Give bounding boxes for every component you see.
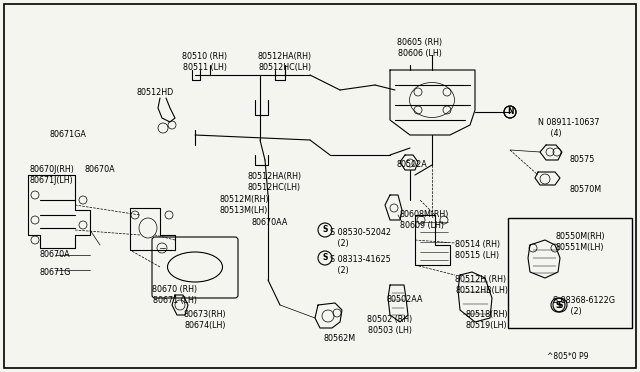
Text: 80575: 80575: [570, 155, 595, 164]
Text: 80673(RH)
80674(LH): 80673(RH) 80674(LH): [184, 310, 227, 330]
Text: S: S: [323, 225, 328, 234]
Text: ^805*0 P9: ^805*0 P9: [547, 352, 589, 361]
Text: 80670 (RH)
80671 (LH): 80670 (RH) 80671 (LH): [152, 285, 198, 305]
Text: N 08911-10637
     (4): N 08911-10637 (4): [538, 118, 600, 138]
Text: 80512HA(RH)
80512HC(LH): 80512HA(RH) 80512HC(LH): [258, 52, 312, 72]
Text: N: N: [507, 108, 513, 116]
Text: 80550M(RH)
80551M(LH): 80550M(RH) 80551M(LH): [555, 232, 605, 252]
Text: S 08368-6122G
       (2): S 08368-6122G (2): [553, 296, 615, 316]
Text: 80512H (RH)
80512HB(LH): 80512H (RH) 80512HB(LH): [455, 275, 508, 295]
Text: 80518(RH)
80519(LH): 80518(RH) 80519(LH): [465, 310, 508, 330]
Text: 80562M: 80562M: [324, 334, 356, 343]
Text: 80670A: 80670A: [40, 250, 70, 259]
Text: 80510 (RH)
80511 (LH): 80510 (RH) 80511 (LH): [182, 52, 228, 72]
Text: S: S: [323, 253, 328, 263]
Text: 80514 (RH)
80515 (LH): 80514 (RH) 80515 (LH): [455, 240, 500, 260]
Text: 80502A: 80502A: [397, 160, 428, 169]
Text: 80570M: 80570M: [570, 185, 602, 194]
Bar: [508, 218, 632, 328]
Text: 80502 (RH)
80503 (LH): 80502 (RH) 80503 (LH): [367, 315, 413, 335]
Text: 80670J(RH)
80671J(LH): 80670J(RH) 80671J(LH): [30, 165, 75, 185]
Text: S: S: [556, 301, 561, 310]
Text: S 08530-52042
   (2): S 08530-52042 (2): [330, 228, 391, 248]
Text: 80512HA(RH)
80512HC(LH): 80512HA(RH) 80512HC(LH): [247, 172, 301, 192]
Text: S 08313-41625
   (2): S 08313-41625 (2): [330, 255, 391, 275]
Text: 80502AA: 80502AA: [387, 295, 423, 304]
Text: 80608M(RH)
80609 (LH): 80608M(RH) 80609 (LH): [400, 210, 449, 230]
Text: 80671GA: 80671GA: [49, 130, 86, 139]
Text: 80512HD: 80512HD: [136, 88, 173, 97]
Text: 80670A: 80670A: [84, 165, 115, 174]
Text: S: S: [557, 301, 563, 310]
Text: 80670AA: 80670AA: [252, 218, 289, 227]
Text: 80605 (RH)
80606 (LH): 80605 (RH) 80606 (LH): [397, 38, 443, 58]
Text: 80671G: 80671G: [39, 268, 70, 277]
Text: 80512M(RH)
80513M(LH): 80512M(RH) 80513M(LH): [220, 195, 269, 215]
